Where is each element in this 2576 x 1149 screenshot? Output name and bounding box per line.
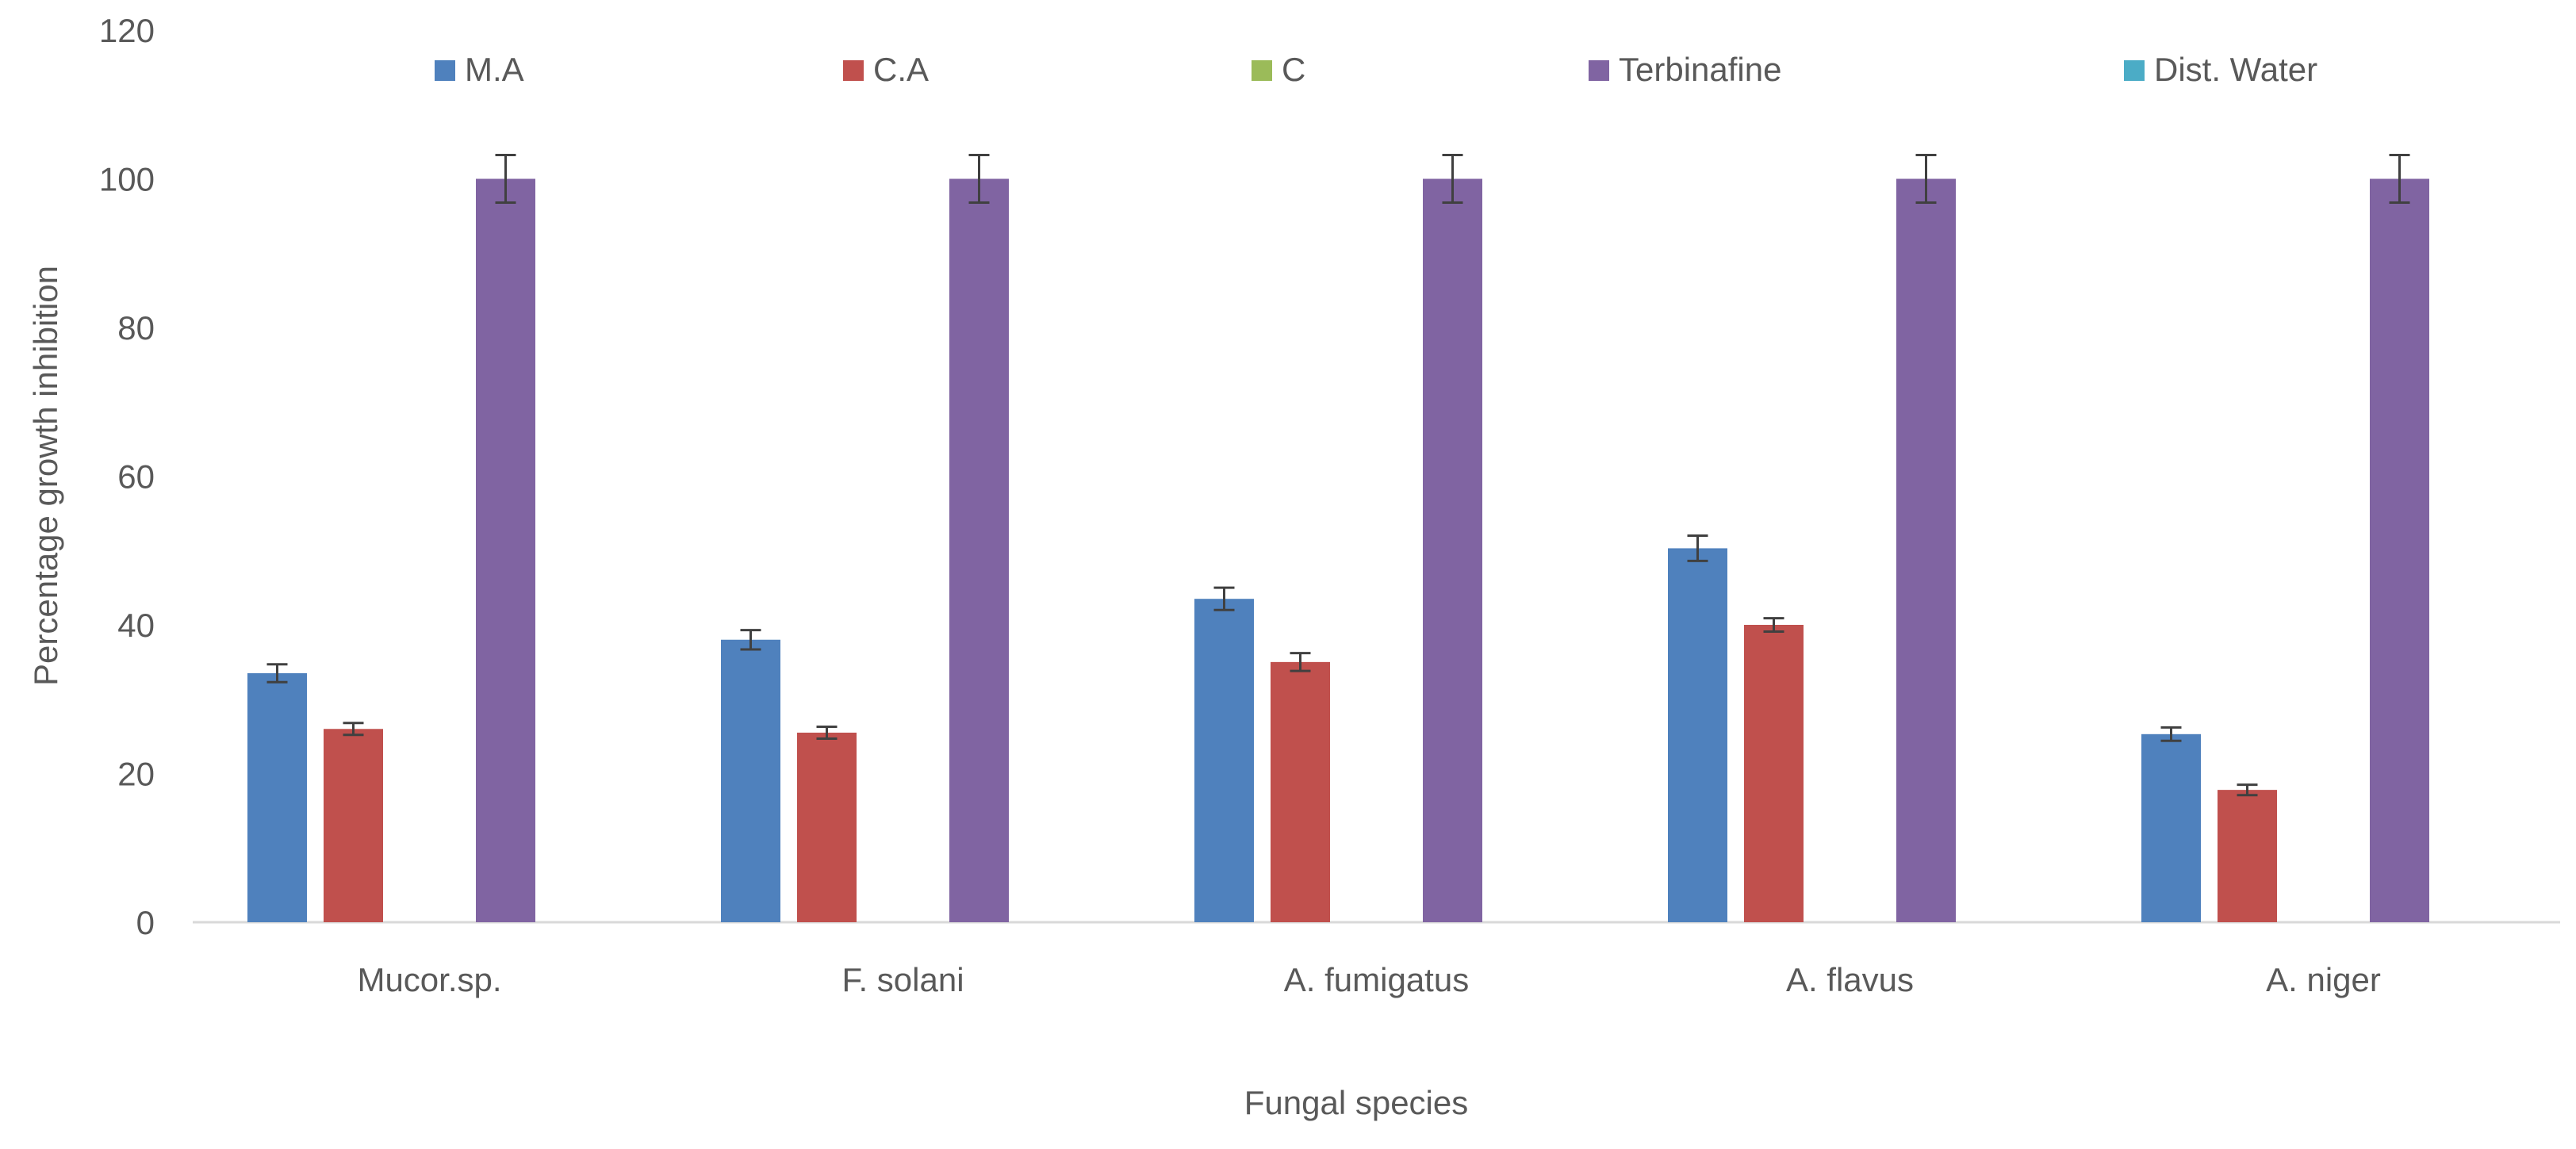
y-tick-label: 40 — [117, 607, 155, 644]
error-bar — [968, 154, 990, 204]
legend-item: Terbinafine — [1589, 51, 1781, 88]
error-bar — [1915, 154, 1937, 204]
bar — [247, 672, 307, 922]
error-bar — [2160, 726, 2182, 742]
y-tick-label: 80 — [117, 309, 155, 347]
bar — [476, 178, 535, 922]
bar — [1271, 661, 1330, 922]
bar — [1896, 178, 1956, 922]
x-tick-label: A. fumigatus — [1284, 961, 1469, 998]
legend-label: M.A — [465, 51, 524, 88]
error-bar — [1442, 154, 1463, 204]
legend-item: C — [1252, 51, 1305, 88]
y-axis-title: Percentage growth inhibition — [27, 266, 64, 686]
legend-item: C.A — [843, 51, 929, 88]
error-bar — [1213, 586, 1235, 611]
x-tick-label: Mucor.sp. — [357, 961, 501, 998]
legend-swatch — [1252, 60, 1272, 81]
legend-swatch — [1589, 60, 1609, 81]
legend-label: Dist. Water — [2154, 51, 2317, 88]
error-bar — [266, 663, 288, 684]
bar — [1194, 599, 1254, 922]
y-tick-label: 60 — [117, 458, 155, 496]
error-bar — [1290, 652, 1311, 672]
legend-label: C.A — [873, 51, 929, 88]
bar — [2218, 790, 2277, 922]
bar — [1423, 178, 1482, 922]
bar — [2370, 178, 2429, 922]
bars — [247, 154, 2429, 922]
bar — [1744, 625, 1804, 922]
error-bar — [343, 722, 364, 737]
y-tick-label: 100 — [99, 161, 155, 198]
legend-item: M.A — [435, 51, 524, 88]
x-axis-ticks: Mucor.sp. F. solani A. fumigatus A. flavus A… — [357, 961, 2380, 998]
legend-item: Dist. Water — [2124, 51, 2317, 88]
bar — [1668, 548, 1727, 922]
bar — [949, 178, 1009, 922]
bar — [797, 732, 857, 922]
error-bar — [1687, 534, 1708, 562]
y-axis: 0 20 40 60 80 100 120 — [99, 12, 155, 941]
error-bar — [1763, 617, 1784, 633]
error-bar — [495, 154, 516, 204]
error-bar — [2237, 783, 2258, 797]
error-bar — [816, 725, 838, 740]
error-bar — [740, 629, 761, 651]
x-axis-title: Fungal species — [1244, 1084, 1469, 1121]
legend: M.A C.A C Terbinafine Dist. Water — [435, 51, 2317, 88]
legend-label: Terbinafine — [1619, 51, 1781, 88]
legend-label: C — [1282, 51, 1305, 88]
y-tick-label: 20 — [117, 756, 155, 793]
bar — [2141, 733, 2201, 922]
error-bar — [2389, 154, 2410, 204]
legend-swatch — [2124, 60, 2145, 81]
legend-swatch — [843, 60, 864, 81]
x-tick-label: F. solani — [841, 961, 964, 998]
y-tick-label: 0 — [136, 904, 155, 941]
bar — [721, 639, 780, 922]
x-tick-label: A. niger — [2266, 961, 2381, 998]
legend-swatch — [435, 60, 455, 81]
bar — [324, 729, 383, 922]
y-tick-label: 120 — [99, 12, 155, 49]
x-tick-label: A. flavus — [1786, 961, 1914, 998]
